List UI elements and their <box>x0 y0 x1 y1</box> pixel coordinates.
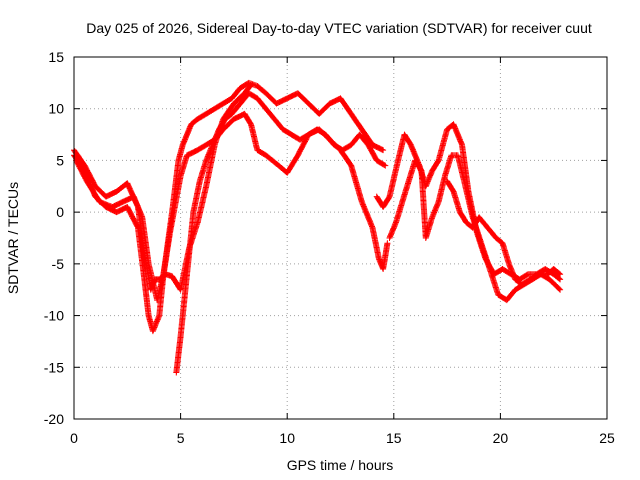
data-points <box>73 79 387 304</box>
x-tick-labels: 0 5 10 15 20 25 <box>70 430 615 446</box>
y-tick-label: -20 <box>44 411 64 427</box>
data-points <box>71 110 391 335</box>
y-tick-label: 0 <box>56 204 64 220</box>
x-tick-label: 25 <box>599 430 615 446</box>
series-track-7 <box>444 178 564 288</box>
data-points <box>444 178 564 288</box>
data-points <box>173 90 389 376</box>
data-points <box>386 152 564 304</box>
axis-ticks <box>73 56 608 420</box>
x-tick-label: 10 <box>279 430 295 446</box>
y-tick-label: 15 <box>48 49 64 65</box>
y-tick-labels: -20 -15 -10 -5 0 5 10 15 <box>44 49 64 427</box>
x-tick-label: 20 <box>493 430 509 446</box>
data-series <box>71 79 564 376</box>
series-track-4 <box>173 90 389 376</box>
y-tick-label: -10 <box>44 308 64 324</box>
y-tick-label: -15 <box>44 359 64 375</box>
series-track-6 <box>386 152 564 304</box>
series-track-3 <box>73 79 387 304</box>
series-track-2 <box>71 110 391 335</box>
x-axis-title: GPS time / hours <box>287 457 394 473</box>
x-tick-label: 0 <box>70 430 78 446</box>
y-axis-title: SDTVAR / TECUs <box>5 182 21 294</box>
y-tick-label: -5 <box>52 256 65 272</box>
x-tick-label: 15 <box>386 430 402 446</box>
grid <box>74 57 607 419</box>
y-tick-label: 10 <box>48 101 64 117</box>
chart-title: Day 025 of 2026, Sidereal Day-to-day VTE… <box>86 20 592 36</box>
x-tick-label: 5 <box>177 430 185 446</box>
plot-frame <box>73 56 608 420</box>
y-tick-label: 5 <box>56 152 64 168</box>
